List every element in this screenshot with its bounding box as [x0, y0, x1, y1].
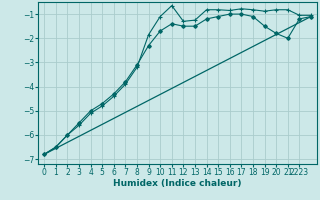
X-axis label: Humidex (Indice chaleur): Humidex (Indice chaleur)	[113, 179, 242, 188]
